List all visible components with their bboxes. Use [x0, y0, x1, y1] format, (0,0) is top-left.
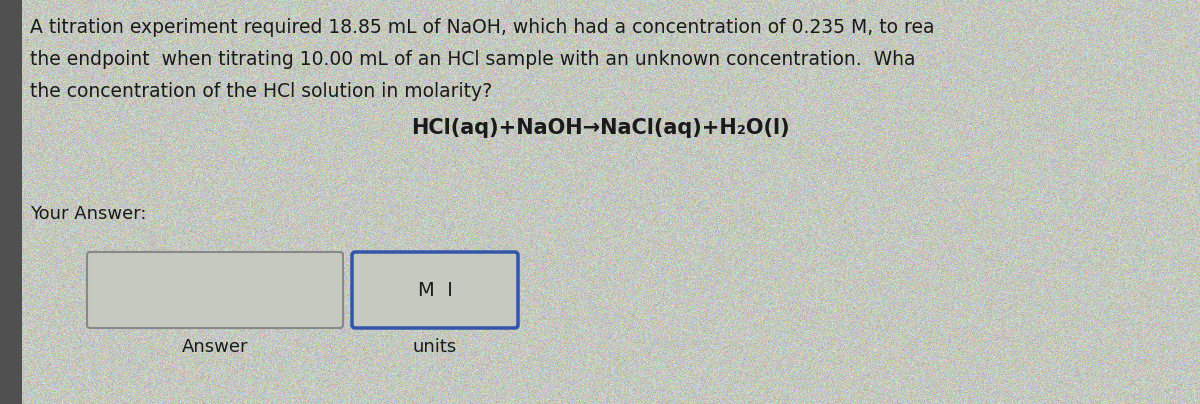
FancyBboxPatch shape [88, 252, 343, 328]
FancyBboxPatch shape [352, 252, 518, 328]
Text: Answer: Answer [181, 338, 248, 356]
Text: units: units [413, 338, 457, 356]
Text: A titration experiment required 18.85 mL of NaOH, which had a concentration of 0: A titration experiment required 18.85 mL… [30, 18, 935, 37]
Text: the endpoint  when titrating 10.00 mL of an HCl sample with an unknown concentra: the endpoint when titrating 10.00 mL of … [30, 50, 916, 69]
Text: M  I: M I [418, 280, 452, 299]
Text: the concentration of the HCl solution in molarity?: the concentration of the HCl solution in… [30, 82, 492, 101]
Text: HCl(aq)+NaOH→NaCl(aq)+H₂O(l): HCl(aq)+NaOH→NaCl(aq)+H₂O(l) [410, 118, 790, 138]
Text: Your Answer:: Your Answer: [30, 205, 146, 223]
